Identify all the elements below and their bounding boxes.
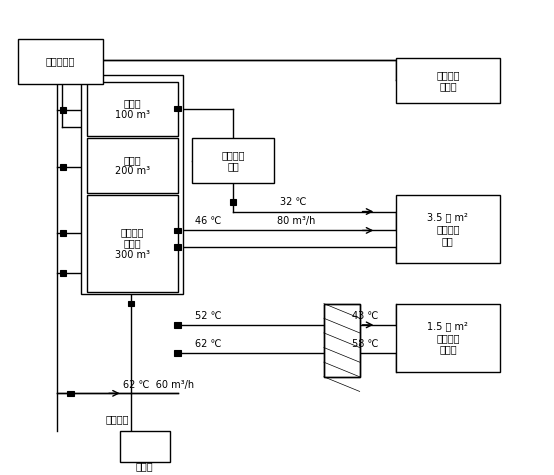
Bar (175, 244, 181, 250)
Text: 52 ℃: 52 ℃ (195, 311, 222, 321)
Text: 學生教職
工洗浴: 學生教職 工洗浴 (436, 70, 460, 91)
Bar (229, 199, 236, 205)
Text: 46 ℃: 46 ℃ (195, 216, 221, 226)
Text: 高位熱水箱: 高位熱水箱 (46, 57, 75, 66)
Text: 43 ℃: 43 ℃ (352, 311, 378, 321)
Bar (175, 351, 181, 356)
Text: 地暖采暖
儲水池
300 m³: 地暖采暖 儲水池 300 m³ (115, 227, 150, 260)
Bar (67, 390, 74, 396)
Text: 備用池
200 m³: 備用池 200 m³ (115, 155, 150, 176)
Bar (324, 304, 360, 377)
Text: 62 ℃: 62 ℃ (195, 340, 222, 350)
Bar (175, 106, 181, 112)
Bar (120, 431, 170, 462)
Text: 80 m³/h: 80 m³/h (277, 216, 315, 226)
Bar (396, 58, 500, 103)
Bar (396, 195, 500, 264)
Bar (60, 230, 66, 236)
Bar (87, 138, 178, 193)
Bar (127, 301, 134, 306)
Bar (81, 75, 183, 294)
Text: 58 ℃: 58 ℃ (352, 340, 378, 350)
Text: 3.5 萬 m²
建筑地暖
采暖: 3.5 萬 m² 建筑地暖 采暖 (428, 213, 468, 246)
Text: 游泳池、
魚池: 游泳池、 魚池 (221, 150, 245, 171)
Bar (175, 322, 181, 328)
Bar (87, 195, 178, 292)
Bar (18, 39, 104, 84)
Text: 撅井水源: 撅井水源 (105, 414, 129, 424)
Bar (60, 164, 66, 170)
Text: 62 ℃  60 m³/h: 62 ℃ 60 m³/h (123, 380, 194, 390)
Bar (324, 304, 360, 377)
Text: 洗浴池
100 m³: 洗浴池 100 m³ (115, 98, 150, 120)
Bar (396, 304, 500, 372)
Bar (60, 107, 66, 113)
Bar (192, 138, 274, 183)
Bar (60, 270, 66, 276)
Text: 1.5 萬 m²
建筑暖氣
包供暖: 1.5 萬 m² 建筑暖氣 包供暖 (428, 321, 468, 354)
Bar (175, 228, 181, 233)
Text: 32 ℃: 32 ℃ (280, 197, 307, 207)
Text: 地熱井: 地熱井 (136, 461, 153, 471)
Bar (87, 82, 178, 136)
